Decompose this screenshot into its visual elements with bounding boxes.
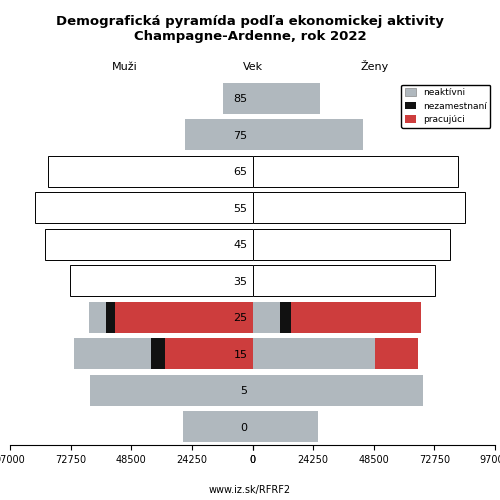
- Bar: [222, 82, 252, 114]
- Bar: [185, 119, 252, 150]
- Bar: [165, 338, 252, 370]
- Bar: [151, 338, 165, 370]
- Bar: [280, 302, 291, 333]
- Bar: [89, 302, 106, 333]
- Bar: [252, 411, 318, 442]
- Bar: [252, 156, 458, 187]
- Bar: [35, 192, 252, 224]
- Legend: neaktívni, nezamestnaní, pracujúci: neaktívni, nezamestnaní, pracujúci: [402, 84, 490, 128]
- Bar: [252, 265, 435, 296]
- Bar: [252, 192, 465, 224]
- Bar: [106, 302, 115, 333]
- Text: Vek: Vek: [242, 62, 262, 72]
- Bar: [90, 374, 252, 406]
- Bar: [48, 156, 253, 187]
- Bar: [252, 302, 280, 333]
- Bar: [252, 82, 320, 114]
- Bar: [252, 119, 362, 150]
- Bar: [45, 228, 253, 260]
- Bar: [291, 302, 421, 333]
- Bar: [115, 302, 252, 333]
- Text: www.iz.sk/RFRF2: www.iz.sk/RFRF2: [209, 485, 291, 495]
- Bar: [252, 338, 375, 370]
- Bar: [74, 338, 151, 370]
- Bar: [252, 228, 450, 260]
- Text: Demografická pyramída podľa ekonomickej aktivity
Champagne-Ardenne, rok 2022: Demografická pyramída podľa ekonomickej …: [56, 15, 444, 43]
- Bar: [70, 265, 252, 296]
- Text: Ženy: Ženy: [361, 60, 389, 72]
- Bar: [252, 374, 422, 406]
- Bar: [375, 338, 418, 370]
- Bar: [182, 411, 252, 442]
- Text: Muži: Muži: [112, 62, 138, 72]
